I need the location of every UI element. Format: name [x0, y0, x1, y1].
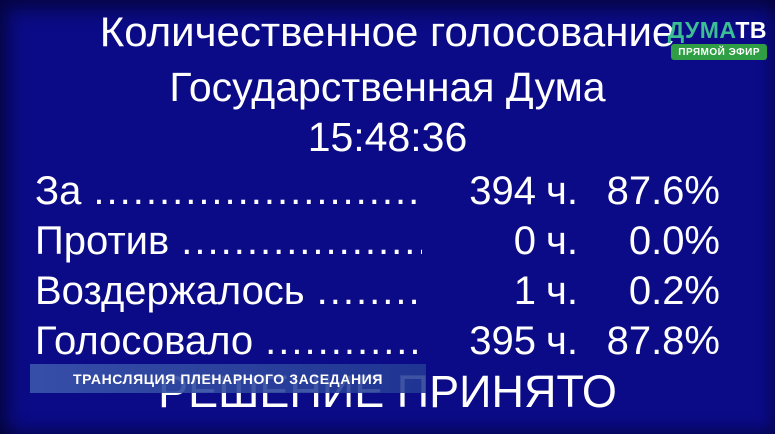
vote-count: 395	[469, 319, 537, 363]
ticker-label: ТРАНСЛЯЦИЯ ПЛЕНАРНОГО ЗАСЕДАНИЯ	[73, 370, 383, 387]
vote-row-voted: Голосовало .............. 395 ч. 87.8%	[35, 316, 720, 366]
vote-label: За	[35, 169, 82, 213]
vote-percent: 87.6%	[606, 169, 720, 213]
logo-brand-primary: ДУМА	[667, 17, 736, 43]
chamber-name: Государственная Дума	[169, 64, 606, 110]
duma-tv-logo: ДУМАТВ ПРЯМОЙ ЭФИР	[668, 18, 767, 60]
vote-label: Против	[35, 219, 170, 263]
logo-brand: ДУМАТВ	[668, 18, 767, 42]
vote-percent: 87.8%	[606, 319, 720, 363]
broadcast-ticker: ТРАНСЛЯЦИЯ ПЛЕНАРНОГО ЗАСЕДАНИЯ	[30, 364, 426, 393]
dot-leader: ............................	[93, 169, 422, 213]
vote-results: За ............................ 394 ч. 8…	[35, 166, 720, 366]
live-badge: ПРЯМОЙ ЭФИР	[671, 44, 767, 60]
vote-row-abstained: Воздержалось ......... 1 ч. 0.2%	[35, 266, 720, 316]
vote-type-title: Количественное голосование	[99, 8, 676, 55]
vote-row-for: За ............................ 394 ч. 8…	[35, 166, 720, 216]
vote-count: 1	[513, 269, 537, 313]
vote-units: ч.	[546, 319, 578, 363]
dot-leader: ..............	[265, 319, 423, 363]
dot-leader: .........	[316, 269, 422, 313]
vote-units: ч.	[546, 169, 578, 213]
vote-units: ч.	[546, 219, 578, 263]
vote-label: Голосовало	[35, 319, 254, 363]
vote-row-against: Против ..................... 0 ч. 0.0%	[35, 216, 720, 266]
vote-percent: 0.0%	[628, 219, 720, 263]
dot-leader: .....................	[181, 219, 422, 263]
vote-time: 15:48:36	[307, 114, 468, 160]
vote-count: 394	[469, 169, 537, 213]
vote-units: ч.	[546, 269, 578, 313]
logo-brand-secondary: ТВ	[735, 17, 767, 43]
vote-percent: 0.2%	[628, 269, 720, 313]
vote-count: 0	[513, 219, 537, 263]
vote-label: Воздержалось	[35, 269, 305, 313]
